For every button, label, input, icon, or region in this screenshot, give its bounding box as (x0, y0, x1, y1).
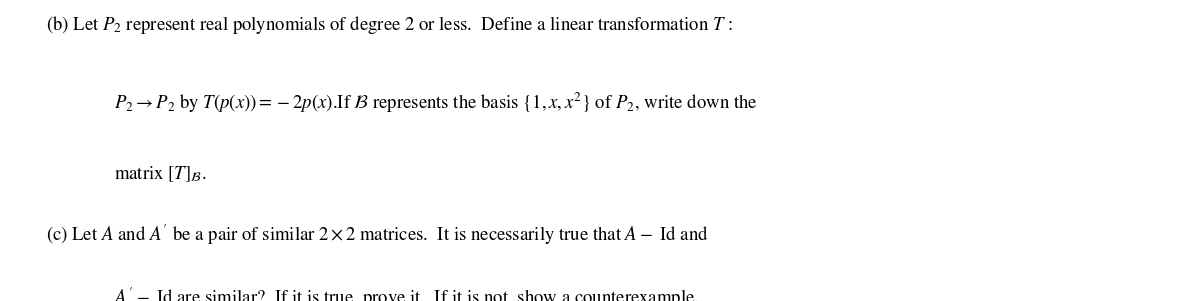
Text: (b) Let $P_2$ represent real polynomials of degree 2 or less.  Define a linear t: (b) Let $P_2$ represent real polynomials… (46, 14, 732, 36)
Text: matrix $[T]_{\mathcal{B}}$.: matrix $[T]_{\mathcal{B}}$. (114, 164, 206, 184)
Text: $P_2 \rightarrow P_2$ by $T(p(x)) = -2p(x)$.If $\mathcal{B}$ represents the basi: $P_2 \rightarrow P_2$ by $T(p(x)) = -2p(… (114, 90, 757, 115)
Text: (c) Let $A$ and $A'$ be a pair of similar $2 \times 2$ matrices.  It is necessar: (c) Let $A$ and $A'$ be a pair of simila… (46, 223, 708, 247)
Text: $A' -$ Id are similar?  If it is true, prove it.  If it is not, show a counterex: $A' -$ Id are similar? If it is true, pr… (114, 286, 700, 301)
